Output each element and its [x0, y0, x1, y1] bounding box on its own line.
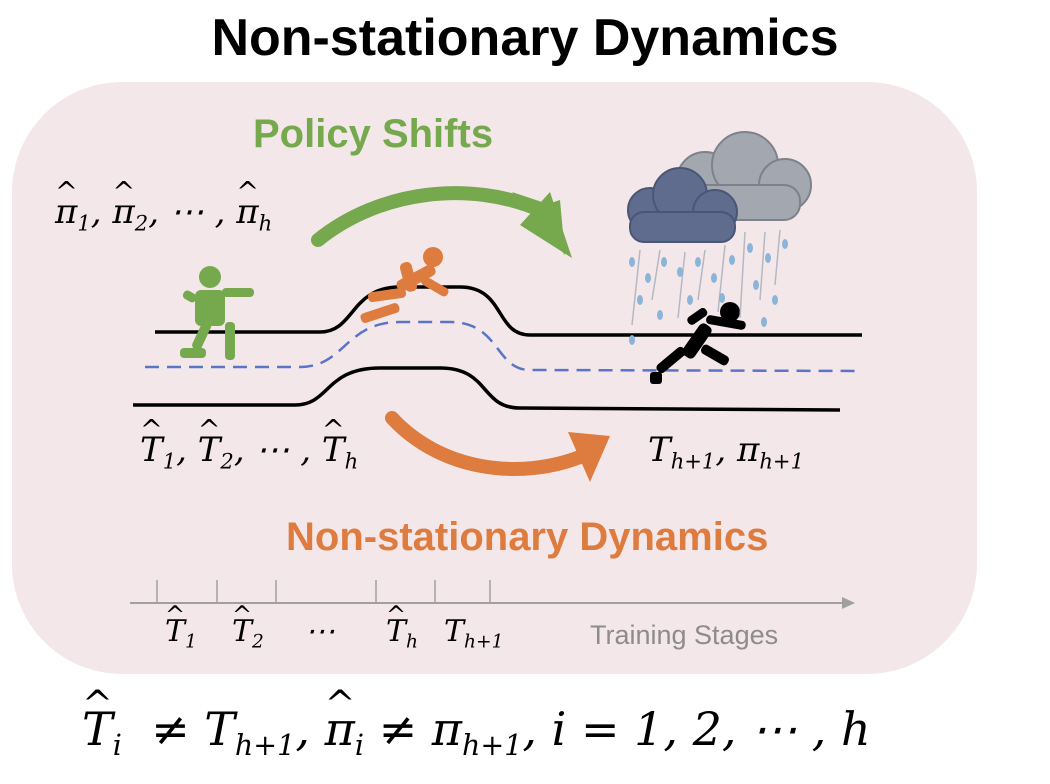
past-policies-math: π1, π2, ⋯ , πh	[55, 177, 272, 235]
tick-label-dots: ⋯	[305, 614, 335, 649]
tick-label-Th: Th	[386, 601, 418, 653]
page-title: Non-stationary Dynamics	[211, 9, 839, 67]
policy-shift-arrow	[311, 186, 547, 247]
road-center-dashed-line	[145, 320, 863, 373]
future-dynamics-policy-math: Th+1, πh+1	[648, 430, 804, 474]
training-axis-arrowhead	[842, 597, 855, 609]
road-lower-line	[133, 366, 841, 412]
diagram-panel	[12, 82, 977, 674]
running-figure-icon	[650, 302, 746, 384]
inequality-formula: Ti ≠ Th+1, πi ≠ πh+1, i = 1, 2, ⋯ , h	[82, 682, 871, 762]
tick-label-T2: T2	[232, 601, 264, 653]
rain-cloud-icon	[627, 131, 812, 345]
non-stationary-label: Non-stationary Dynamics	[286, 515, 769, 559]
tick-label-Th1: Th+1	[444, 614, 504, 653]
past-dynamics-math: T1, T2, ⋯ , Th	[140, 415, 358, 473]
throwing-figure-icon	[180, 266, 254, 360]
dynamics-arrowhead	[568, 432, 610, 482]
crouching-runner-icon	[360, 247, 449, 323]
policy-shifts-label: Policy Shifts	[253, 112, 494, 156]
training-stages-label: Training Stages	[590, 620, 779, 650]
road-upper-line	[155, 285, 862, 337]
tick-label-T1: T1	[165, 601, 197, 653]
dynamics-arrow	[385, 411, 592, 476]
